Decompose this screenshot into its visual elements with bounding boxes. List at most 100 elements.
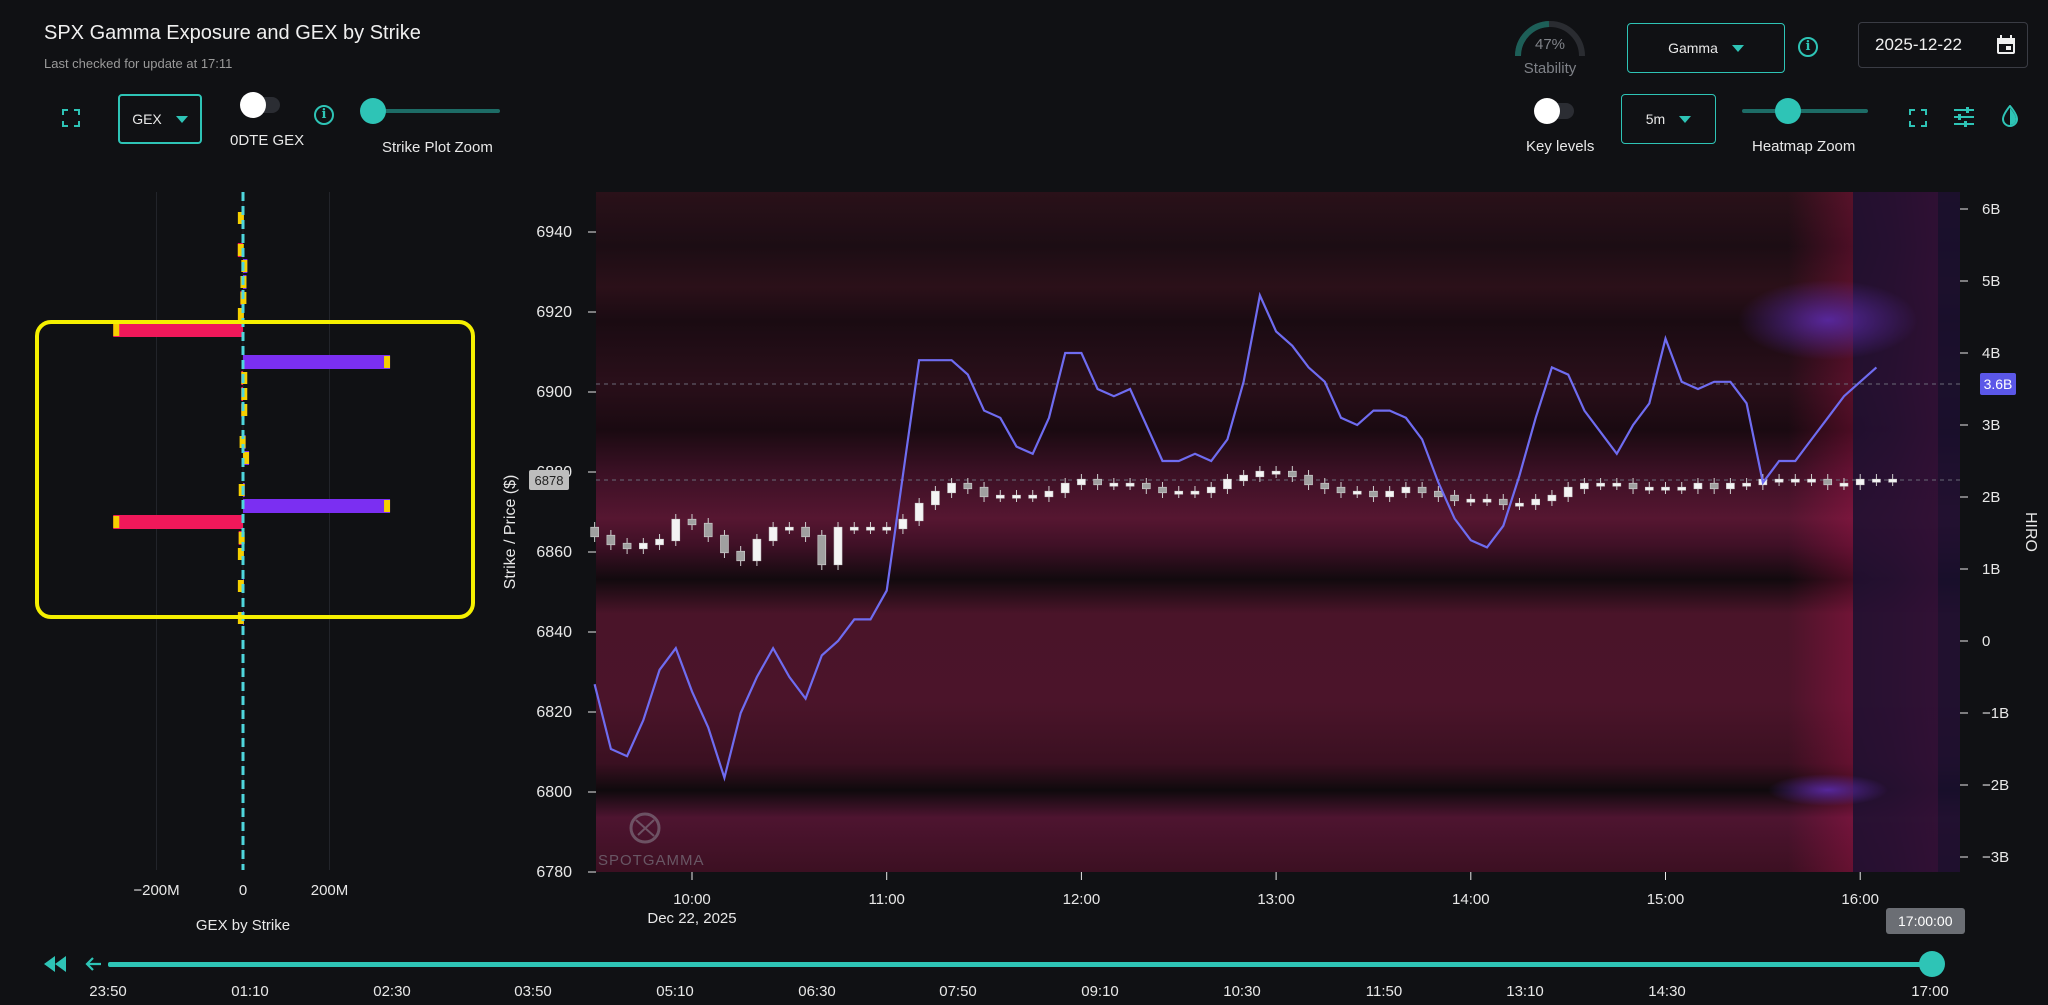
heatmap-zoom-thumb[interactable] <box>1775 98 1801 124</box>
candle <box>1628 482 1638 490</box>
strike-zoom-thumb[interactable] <box>360 98 386 124</box>
candle <box>1547 494 1557 502</box>
candle <box>687 518 697 526</box>
hiro-tick-label: 1B <box>1982 561 2000 578</box>
settings-sliders-icon[interactable] <box>1953 107 1975 127</box>
timeline-tick-label: 11:50 <box>1365 983 1403 1000</box>
toggle-knob <box>1534 98 1560 124</box>
candle <box>1288 470 1297 478</box>
candle <box>1271 470 1281 475</box>
key-levels-label: Key levels <box>1526 138 1595 155</box>
gex-select[interactable]: GEX <box>118 94 202 144</box>
gex-bar-cap <box>384 500 391 512</box>
time-tick-label: 14:00 <box>1452 891 1490 908</box>
metric-select[interactable]: Gamma <box>1627 23 1785 73</box>
metric-select-value: Gamma <box>1668 40 1718 56</box>
candle <box>1596 482 1605 487</box>
candle <box>882 526 892 531</box>
candle <box>979 486 989 498</box>
gex-bar-cap <box>237 244 244 256</box>
price-tick-label: 6780 <box>536 864 572 881</box>
candle <box>1644 486 1654 491</box>
hiro-tick-label: −3B <box>1982 849 2009 866</box>
gex-bar <box>243 499 391 513</box>
time-tick-label: 12:00 <box>1063 891 1101 908</box>
candle <box>1304 474 1313 486</box>
candle <box>622 542 632 550</box>
candle <box>1125 482 1135 487</box>
chevron-down-icon <box>1731 44 1744 52</box>
candle <box>1044 490 1054 498</box>
hiro-tick-label: 5B <box>1982 273 2000 290</box>
candle <box>785 526 794 531</box>
date-label: Dec 22, 2025 <box>647 910 736 927</box>
candle <box>639 542 648 550</box>
heatmap-price-chart: 694069206900688068606840682068006780 6B5… <box>502 192 2039 927</box>
metric-info-icon[interactable]: i <box>1798 37 1818 57</box>
candle <box>849 526 859 531</box>
candle <box>752 538 762 562</box>
candle <box>1726 482 1735 490</box>
date-value: 2025-12-22 <box>1875 35 1962 54</box>
fullscreen-icon[interactable] <box>62 109 80 127</box>
time-tick-label: 10:00 <box>673 891 711 908</box>
odte-gex-toggle[interactable] <box>240 92 280 118</box>
date-picker[interactable]: 2025-12-22 <box>1858 22 2028 68</box>
candle <box>866 526 875 531</box>
time-tick-label: 13:00 <box>1257 891 1295 908</box>
key-levels-toggle[interactable] <box>1534 98 1574 124</box>
interval-select[interactable]: 5m <box>1621 94 1716 144</box>
candle <box>1823 478 1833 486</box>
candle <box>914 502 924 522</box>
candle <box>1190 490 1200 495</box>
candle <box>1515 502 1524 507</box>
candle <box>1255 470 1265 478</box>
chevron-down-icon <box>175 115 188 123</box>
timeline-track[interactable] <box>108 962 1930 967</box>
price-tick-label: 6860 <box>536 544 572 561</box>
hiro-tick-label: 0 <box>1982 633 1990 650</box>
timeline-tick-label: 07:50 <box>939 983 977 1000</box>
candle <box>1401 486 1411 494</box>
timeline-tick-label: 02:30 <box>373 983 411 1000</box>
gex-bar-cap <box>237 212 244 224</box>
candle <box>590 526 599 538</box>
heatmap-purple-hotspot <box>1738 280 1918 360</box>
gex-x-tick: −200M <box>133 882 179 899</box>
toggle-knob <box>240 92 266 118</box>
heatmap-fullscreen-icon[interactable] <box>1909 109 1927 127</box>
candle <box>703 522 713 538</box>
chevron-down-icon <box>1679 115 1692 123</box>
gex-bar <box>113 323 243 337</box>
candle <box>768 526 778 542</box>
candle <box>1563 486 1573 498</box>
candle <box>1141 482 1151 490</box>
back-arrow-icon[interactable] <box>84 956 102 972</box>
candle <box>801 526 810 538</box>
candle <box>1434 490 1443 498</box>
hiro-tick-label: −2B <box>1982 777 2009 794</box>
timeline-tick-label: 23:50 <box>89 983 127 1000</box>
candle <box>1385 490 1394 498</box>
candle <box>1206 486 1216 494</box>
gex-bar <box>243 355 391 369</box>
strike-zoom-slider[interactable] <box>372 109 500 113</box>
hiro-tick-label: −1B <box>1982 705 2009 722</box>
candle <box>1093 478 1102 486</box>
candle <box>1077 478 1086 486</box>
candle <box>606 534 616 546</box>
candle <box>1709 482 1719 490</box>
candle <box>1839 482 1849 487</box>
time-tick-label: 11:00 <box>868 891 904 908</box>
strike-zoom-label: Strike Plot Zoom <box>382 139 493 156</box>
stability-gauge: 47% Stability <box>1512 18 1588 82</box>
rewind-icon[interactable] <box>44 956 66 972</box>
odte-info-icon[interactable]: i <box>314 105 334 125</box>
heatmap-zoom-slider[interactable] <box>1742 109 1868 113</box>
gex-bar-cap <box>113 324 120 336</box>
page-title: SPX Gamma Exposure and GEX by Strike <box>44 22 421 44</box>
color-theme-icon[interactable] <box>2001 105 2019 127</box>
timeline-tick-label: 17:00 <box>1911 983 1949 1000</box>
timeline-thumb[interactable] <box>1919 951 1945 977</box>
watermark: SPOTGAMMA <box>598 852 705 869</box>
